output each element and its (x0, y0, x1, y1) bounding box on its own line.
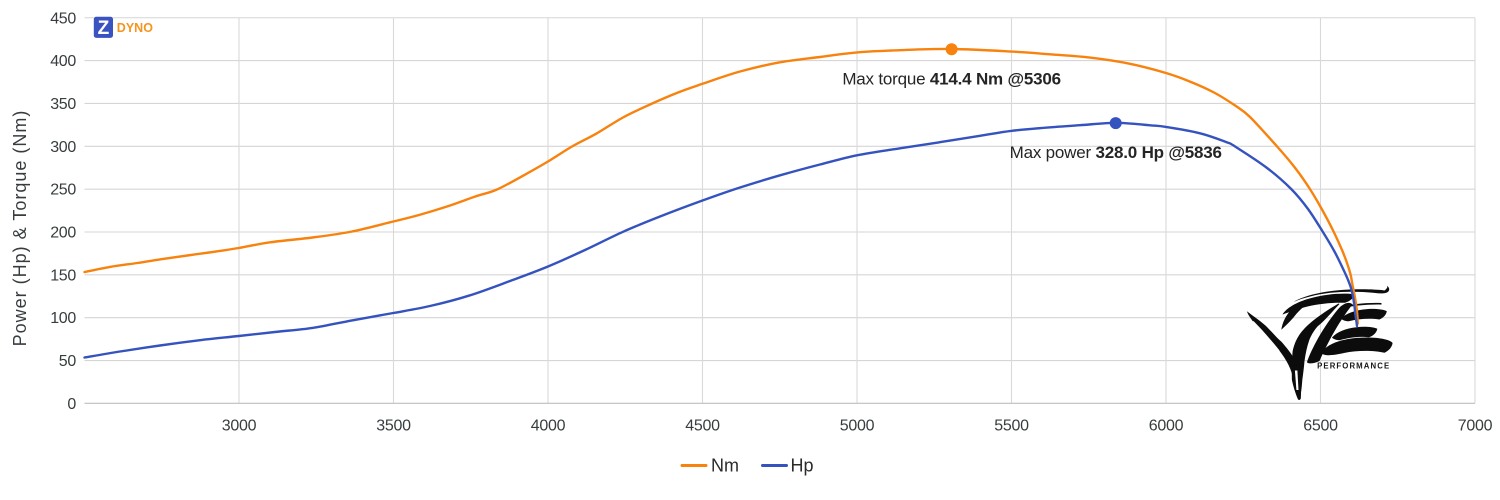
svg-text:4000: 4000 (531, 417, 566, 434)
svg-text:5000: 5000 (840, 417, 875, 434)
svg-text:4500: 4500 (685, 417, 720, 434)
svg-text:Z: Z (98, 18, 110, 39)
svg-text:PERFORMANCE: PERFORMANCE (1317, 361, 1390, 370)
svg-text:3500: 3500 (376, 417, 411, 434)
svg-text:250: 250 (50, 182, 76, 199)
svg-text:300: 300 (50, 139, 76, 156)
svg-text:0: 0 (67, 396, 76, 413)
svg-text:DYNO: DYNO (117, 21, 153, 35)
svg-text:6000: 6000 (1149, 417, 1184, 434)
svg-text:Max torque 414.4 Nm @5306: Max torque 414.4 Nm @5306 (842, 70, 1061, 89)
svg-text:5500: 5500 (994, 417, 1029, 434)
svg-text:3000: 3000 (222, 417, 257, 434)
svg-text:Hp: Hp (791, 456, 814, 476)
svg-text:100: 100 (50, 310, 76, 327)
svg-text:150: 150 (50, 267, 76, 284)
svg-text:400: 400 (50, 53, 76, 70)
svg-text:Max power 328.0 Hp @5836: Max power 328.0 Hp @5836 (1010, 143, 1222, 162)
svg-text:200: 200 (50, 225, 76, 242)
svg-text:350: 350 (50, 96, 76, 113)
svg-text:6500: 6500 (1303, 417, 1338, 434)
svg-text:7000: 7000 (1458, 417, 1493, 434)
svg-text:Power (Hp) & Torque (Nm): Power (Hp) & Torque (Nm) (10, 110, 30, 347)
svg-text:Nm: Nm (711, 456, 739, 476)
svg-text:450: 450 (50, 10, 76, 27)
svg-text:50: 50 (59, 353, 77, 370)
